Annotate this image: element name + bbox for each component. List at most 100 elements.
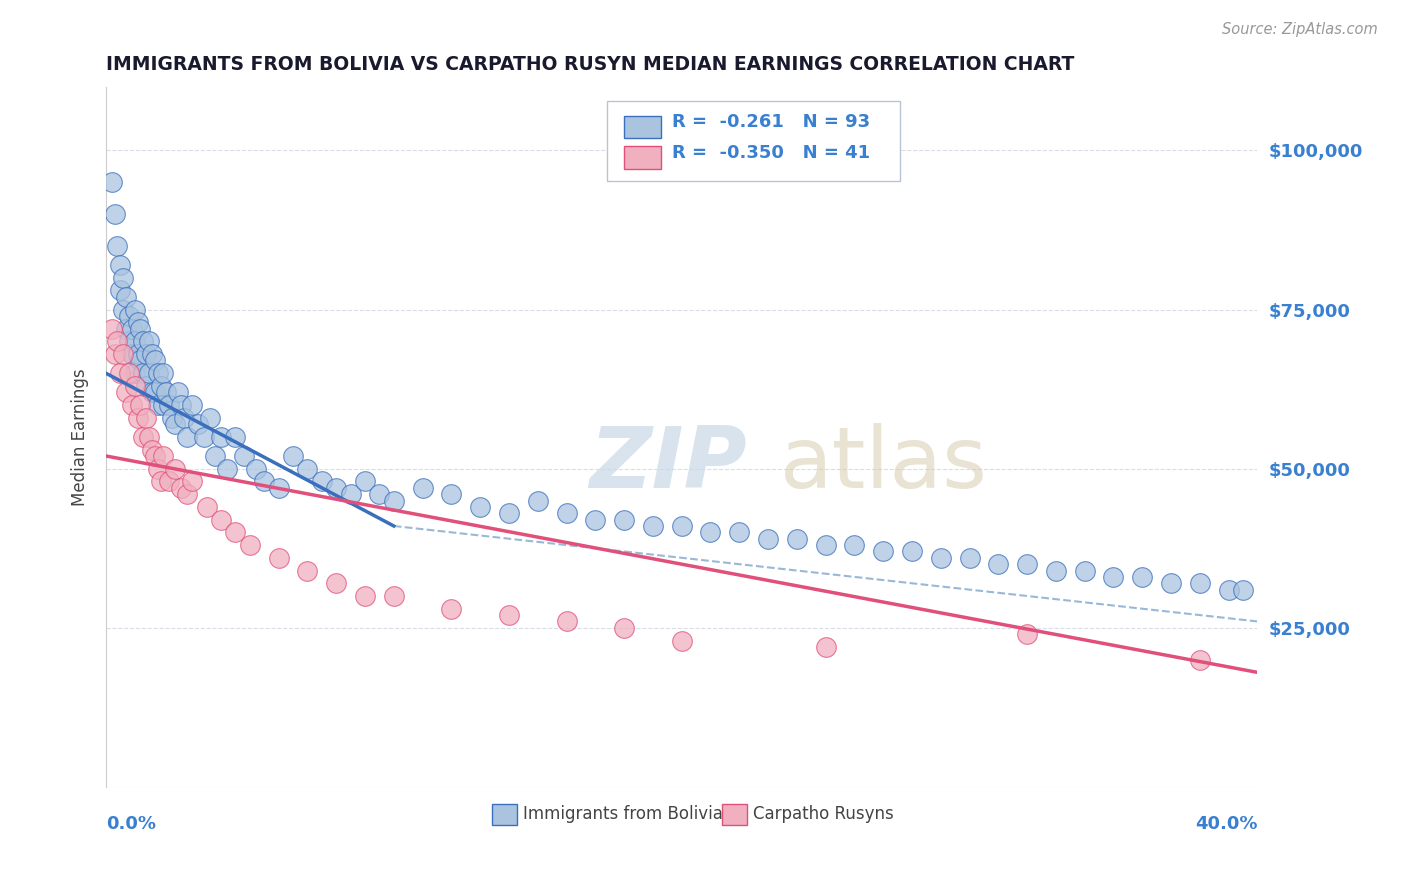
FancyBboxPatch shape <box>624 146 661 169</box>
Point <box>1130 570 1153 584</box>
Point <box>181 398 204 412</box>
Point <box>107 334 129 349</box>
Point <box>121 347 143 361</box>
Point <box>204 449 226 463</box>
Point <box>118 334 141 349</box>
Point <box>103 207 125 221</box>
Point <box>193 430 215 444</box>
Point <box>929 550 952 565</box>
Point <box>115 290 138 304</box>
Point <box>143 385 166 400</box>
Point <box>187 417 209 431</box>
Point <box>1073 564 1095 578</box>
Point <box>170 398 193 412</box>
Point <box>209 513 232 527</box>
Text: Carpatho Rusyns: Carpatho Rusyns <box>754 805 894 822</box>
Point <box>146 461 169 475</box>
Point <box>167 385 190 400</box>
Point <box>138 430 160 444</box>
Point <box>583 513 606 527</box>
Point <box>110 366 132 380</box>
Text: IMMIGRANTS FROM BOLIVIA VS CARPATHO RUSYN MEDIAN EARNINGS CORRELATION CHART: IMMIGRANTS FROM BOLIVIA VS CARPATHO RUSY… <box>105 55 1074 74</box>
Point <box>170 481 193 495</box>
Point <box>112 302 135 317</box>
Point <box>135 410 157 425</box>
Point <box>198 410 221 425</box>
Point <box>110 258 132 272</box>
Point <box>1218 582 1240 597</box>
Point <box>526 493 548 508</box>
Point <box>209 430 232 444</box>
Point <box>112 270 135 285</box>
Point <box>163 461 186 475</box>
Point <box>555 506 578 520</box>
Point <box>814 538 837 552</box>
Point <box>382 493 405 508</box>
Point <box>138 366 160 380</box>
Point <box>325 481 347 495</box>
Point <box>121 321 143 335</box>
Point <box>141 442 163 457</box>
Point <box>181 475 204 489</box>
Y-axis label: Median Earnings: Median Earnings <box>72 368 89 506</box>
Point <box>382 589 405 603</box>
Point <box>354 589 377 603</box>
Point <box>756 532 779 546</box>
Point <box>224 525 246 540</box>
Point <box>239 538 262 552</box>
Point <box>124 334 146 349</box>
Point <box>253 475 276 489</box>
Point <box>163 417 186 431</box>
Point <box>110 284 132 298</box>
Point <box>613 513 636 527</box>
Point <box>132 430 155 444</box>
Point <box>1232 582 1254 597</box>
Point <box>311 475 333 489</box>
Point <box>149 379 172 393</box>
Point <box>671 633 693 648</box>
Point <box>1045 564 1067 578</box>
Point <box>325 576 347 591</box>
Point <box>901 544 924 558</box>
Point <box>121 398 143 412</box>
Point <box>115 385 138 400</box>
Point <box>1017 557 1039 571</box>
Text: 0.0%: 0.0% <box>105 815 156 833</box>
Point <box>157 475 180 489</box>
Point <box>281 449 304 463</box>
Point <box>468 500 491 514</box>
Point <box>1188 576 1211 591</box>
Point <box>124 302 146 317</box>
Point <box>555 615 578 629</box>
Point <box>728 525 751 540</box>
Point <box>141 385 163 400</box>
Point <box>224 430 246 444</box>
Point <box>152 366 174 380</box>
Text: atlas: atlas <box>779 424 987 507</box>
Point <box>127 315 149 329</box>
Text: 40.0%: 40.0% <box>1195 815 1257 833</box>
Point <box>786 532 808 546</box>
Point <box>100 175 122 189</box>
Point <box>152 398 174 412</box>
Point <box>844 538 866 552</box>
Point <box>127 347 149 361</box>
Point <box>135 379 157 393</box>
FancyBboxPatch shape <box>624 115 661 138</box>
Point <box>176 487 198 501</box>
Point <box>152 449 174 463</box>
Point <box>160 410 183 425</box>
Point <box>1017 627 1039 641</box>
Point <box>440 487 463 501</box>
Point <box>129 398 152 412</box>
Point <box>699 525 721 540</box>
Point <box>267 550 290 565</box>
Point <box>132 334 155 349</box>
Text: Source: ZipAtlas.com: Source: ZipAtlas.com <box>1222 22 1378 37</box>
Point <box>143 353 166 368</box>
Point <box>498 608 520 623</box>
Point <box>118 309 141 323</box>
Point <box>155 385 177 400</box>
Point <box>297 461 319 475</box>
Point <box>987 557 1010 571</box>
